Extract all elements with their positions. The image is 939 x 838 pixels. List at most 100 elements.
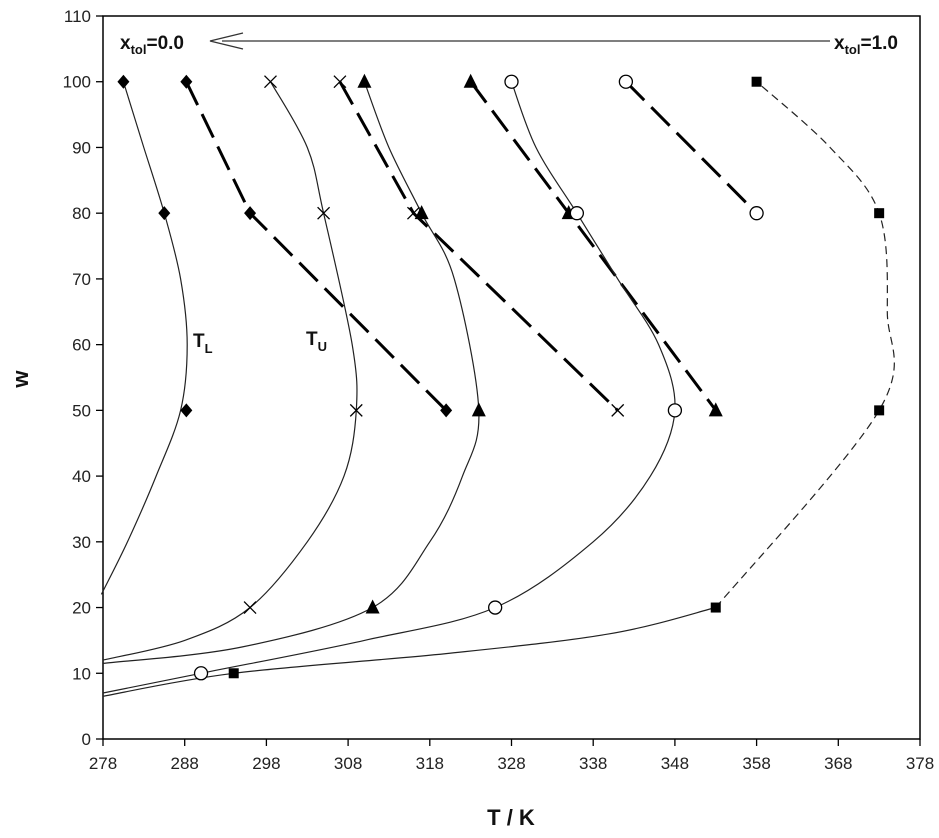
x-tick-label: 338 bbox=[579, 754, 607, 773]
square-shape bbox=[874, 405, 885, 416]
y-tick-label: 10 bbox=[72, 664, 91, 683]
x-stroke bbox=[611, 403, 625, 417]
square-marker bbox=[874, 208, 885, 219]
triangle-marker bbox=[708, 402, 723, 417]
x-tick-label: 278 bbox=[89, 754, 117, 773]
square-solid-curve bbox=[102, 606, 716, 697]
square-marker bbox=[874, 405, 885, 416]
circle-shape bbox=[504, 74, 519, 89]
x-marker bbox=[317, 206, 331, 220]
x-tick-label: 328 bbox=[497, 754, 525, 773]
x-marker bbox=[349, 403, 363, 417]
circle-shape bbox=[618, 74, 634, 89]
triangle-dashed-line bbox=[469, 80, 718, 412]
triangle-shape bbox=[463, 73, 478, 88]
diamond-shape bbox=[440, 403, 453, 418]
tl-label: TL bbox=[193, 331, 213, 356]
x-tick-label: 308 bbox=[334, 754, 362, 773]
x-tick-label: 348 bbox=[661, 754, 689, 773]
x-marker bbox=[333, 75, 347, 89]
circle-shape bbox=[193, 666, 209, 681]
diamond-shape bbox=[158, 206, 171, 221]
y-tick-label: 80 bbox=[72, 204, 91, 223]
xtol-right-label: xtol=1.0 bbox=[834, 33, 898, 57]
circle-solid-curve bbox=[102, 81, 676, 694]
tu-label: TU bbox=[306, 329, 327, 354]
y-tick-label: 0 bbox=[82, 730, 91, 749]
xtol-left-label: xtol=0.0 bbox=[120, 33, 184, 57]
diamond-shape bbox=[180, 403, 193, 418]
y-tick-label: 40 bbox=[72, 467, 91, 486]
x-stroke bbox=[317, 206, 331, 220]
y-tick-label: 70 bbox=[72, 270, 91, 289]
circle-marker bbox=[504, 74, 519, 89]
x-tick-label: 318 bbox=[416, 754, 444, 773]
x-tick-label: 288 bbox=[171, 754, 199, 773]
y-tick-label: 60 bbox=[72, 336, 91, 355]
circle-marker bbox=[569, 206, 585, 221]
circle-marker bbox=[749, 206, 764, 221]
x-dashed-line bbox=[338, 80, 619, 412]
y-tick-label: 100 bbox=[63, 73, 91, 92]
triangle-shape bbox=[708, 402, 723, 417]
triangle-solid-curve bbox=[102, 81, 480, 664]
xtol-arrow bbox=[209, 32, 830, 50]
y-tick-label: 20 bbox=[72, 599, 91, 618]
x-stroke bbox=[407, 206, 420, 220]
triangle-marker bbox=[414, 205, 429, 220]
square-fine-dashed-curve bbox=[715, 81, 895, 608]
x-tick-label: 378 bbox=[906, 754, 934, 773]
triangle-marker bbox=[365, 599, 380, 614]
square-marker bbox=[751, 76, 762, 87]
circle-marker bbox=[667, 403, 683, 418]
circle-marker bbox=[488, 600, 503, 615]
diamond-marker bbox=[158, 206, 171, 221]
triangle-marker bbox=[471, 402, 486, 417]
x-tick-label: 368 bbox=[824, 754, 852, 773]
x-tick-label: 298 bbox=[252, 754, 280, 773]
triangle-shape bbox=[471, 402, 486, 417]
circle-shape bbox=[569, 206, 585, 221]
diamond-shape bbox=[244, 206, 257, 221]
y-tick-label: 110 bbox=[64, 7, 91, 26]
circle-shape bbox=[667, 403, 683, 418]
markers-group bbox=[117, 73, 885, 681]
x-stroke bbox=[333, 75, 347, 89]
diamond-shape bbox=[117, 74, 130, 89]
square-shape bbox=[228, 668, 239, 679]
x-stroke bbox=[264, 75, 277, 89]
y-tick-label: 30 bbox=[72, 533, 91, 552]
square-shape bbox=[874, 208, 885, 219]
diamond-marker bbox=[180, 403, 193, 418]
axes-group: 278 288 298 308 318 328 338 348 358 368 378 0 10 20 30… bbox=[63, 7, 935, 773]
triangle-shape bbox=[414, 205, 429, 220]
diamond-solid-curve bbox=[100, 81, 188, 595]
diamond-shape bbox=[180, 74, 193, 89]
x-marker bbox=[264, 75, 277, 89]
square-shape bbox=[710, 602, 721, 613]
diamond-marker bbox=[244, 206, 257, 221]
circle-shape bbox=[488, 600, 503, 615]
x-stroke bbox=[243, 601, 257, 615]
y-tick-label: 90 bbox=[72, 138, 91, 157]
x-solid-curve bbox=[102, 81, 358, 661]
square-marker bbox=[228, 668, 239, 679]
diamond-dashed-line bbox=[184, 81, 448, 412]
circle-shape bbox=[749, 206, 764, 221]
y-tick-label: 50 bbox=[72, 401, 91, 420]
circle-marker bbox=[618, 74, 634, 89]
x-marker bbox=[243, 601, 257, 615]
x-tick-label: 358 bbox=[742, 754, 770, 773]
x-axis-title: T / K bbox=[487, 805, 535, 830]
triangle-marker bbox=[357, 73, 372, 88]
diamond-marker bbox=[440, 403, 453, 418]
square-shape bbox=[751, 76, 762, 87]
triangle-marker bbox=[463, 73, 478, 88]
diamond-marker bbox=[117, 74, 130, 89]
triangle-shape bbox=[357, 73, 372, 88]
square-marker bbox=[710, 602, 721, 613]
y-axis-title: w bbox=[8, 370, 33, 389]
circle-dashed-line bbox=[624, 80, 758, 215]
x-stroke bbox=[349, 403, 363, 417]
triangle-shape bbox=[365, 599, 380, 614]
